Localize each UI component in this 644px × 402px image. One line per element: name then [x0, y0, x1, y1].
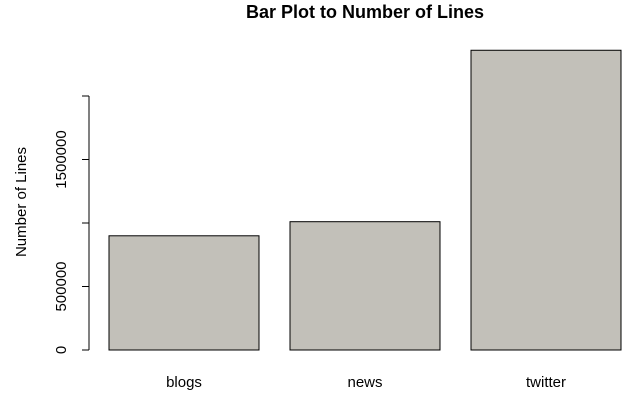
x-tick-label: blogs — [166, 374, 202, 391]
y-tick-label: 500000 — [53, 261, 70, 311]
y-tick-label: 1500000 — [53, 130, 70, 188]
y-axis-label: Number of Lines — [13, 147, 30, 257]
bar — [470, 49, 622, 351]
bar — [289, 221, 441, 351]
chart-title: Bar Plot to Number of Lines — [246, 2, 484, 22]
bar — [108, 235, 260, 351]
x-tick-label: twitter — [526, 374, 566, 391]
y-tick-label: 0 — [53, 346, 70, 354]
x-tick-label: news — [347, 374, 382, 391]
